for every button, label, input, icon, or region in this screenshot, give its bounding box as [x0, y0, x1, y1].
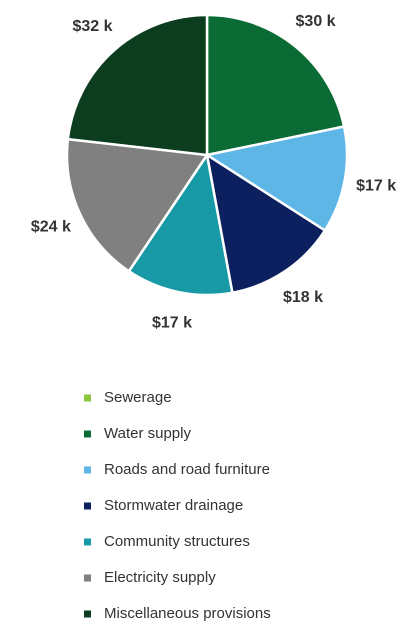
data-label: $17 k: [356, 177, 396, 194]
legend-marker: [84, 430, 91, 438]
legend-marker: [84, 394, 91, 402]
pie-slice: [205, 13, 346, 157]
data-label: $17 k: [152, 315, 192, 332]
pie-slice: [203, 125, 349, 233]
data-label: $30 k: [296, 13, 336, 30]
legend-label: Water supply: [104, 425, 191, 442]
legend-label: Community structures: [104, 533, 250, 550]
pie-slice: [127, 151, 234, 297]
legend-label: Sewerage: [104, 389, 172, 406]
data-label: $32 k: [72, 18, 112, 35]
data-label: $24 k: [31, 218, 71, 235]
legend-label: Miscellaneous provisions: [104, 605, 271, 622]
pie-slice: [65, 137, 210, 273]
legend-label: Roads and road furniture: [104, 461, 270, 478]
legend-label: Stormwater drainage: [104, 497, 243, 514]
legend-marker: [84, 502, 91, 510]
pie-slice: [205, 152, 327, 295]
data-label: $18 k: [283, 289, 323, 306]
legend-label: Electricity supply: [104, 569, 216, 586]
legend-marker: [84, 466, 91, 474]
pie-slice: [66, 13, 209, 157]
legend-marker: [84, 574, 91, 582]
legend-marker: [84, 610, 91, 618]
legend-marker: [84, 538, 91, 546]
